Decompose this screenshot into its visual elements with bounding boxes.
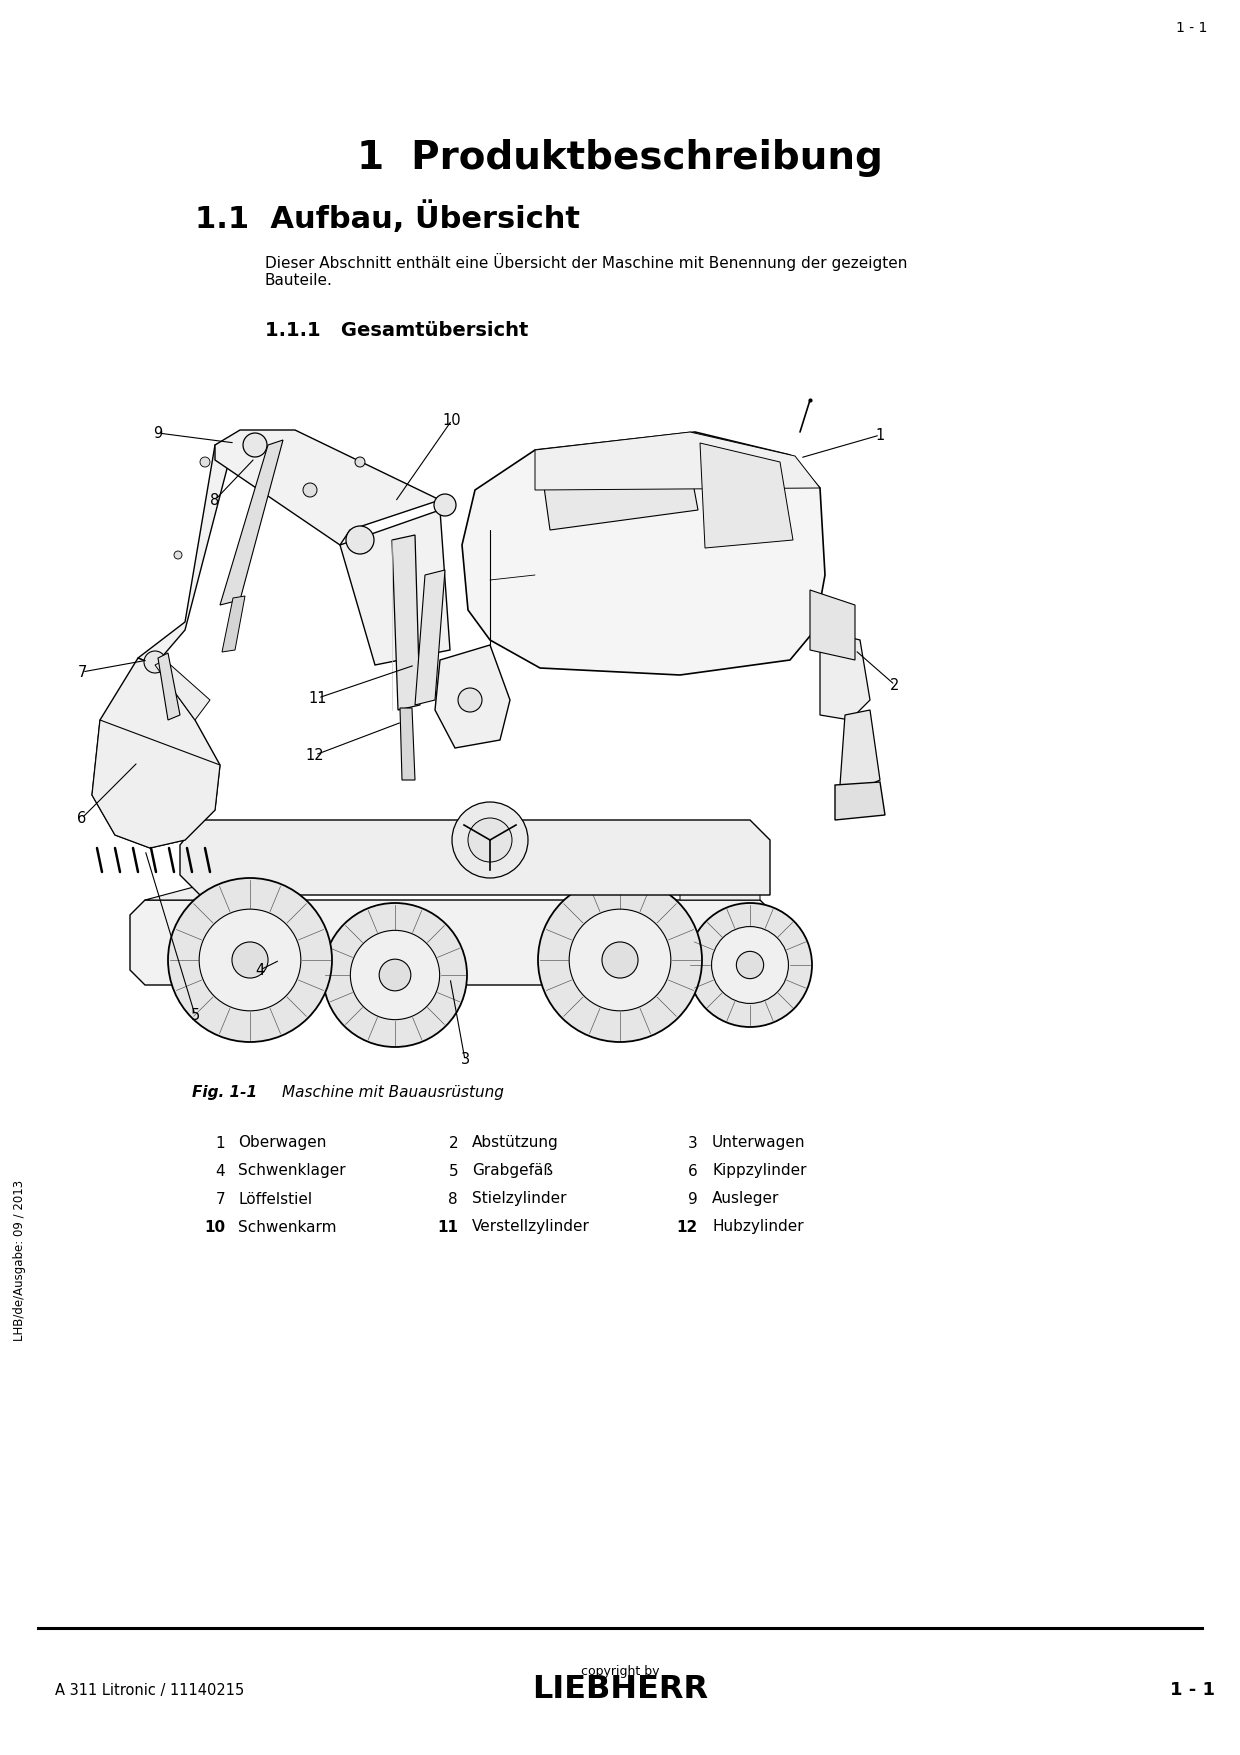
Text: 10: 10 [443, 412, 461, 428]
Circle shape [351, 930, 440, 1020]
Polygon shape [157, 653, 180, 720]
Circle shape [458, 688, 482, 713]
Polygon shape [392, 535, 420, 711]
Circle shape [601, 942, 639, 978]
Text: 9: 9 [688, 1192, 698, 1206]
Text: 7: 7 [216, 1192, 224, 1206]
Circle shape [243, 433, 267, 456]
Circle shape [200, 456, 210, 467]
Polygon shape [435, 646, 510, 748]
Polygon shape [180, 820, 770, 895]
Text: Abstützung: Abstützung [472, 1135, 559, 1151]
Text: 1: 1 [216, 1135, 224, 1151]
Circle shape [355, 456, 365, 467]
Text: 6: 6 [77, 811, 87, 825]
Text: 1: 1 [875, 428, 884, 442]
Text: 12: 12 [677, 1220, 698, 1234]
Text: 3: 3 [688, 1135, 698, 1151]
Circle shape [434, 493, 456, 516]
Text: 6: 6 [688, 1164, 698, 1179]
Polygon shape [155, 660, 210, 720]
Circle shape [737, 951, 764, 979]
Text: Bauteile.: Bauteile. [265, 272, 332, 288]
Text: 9: 9 [154, 425, 162, 441]
Circle shape [569, 909, 671, 1011]
Circle shape [346, 526, 374, 555]
Text: Stielzylinder: Stielzylinder [472, 1192, 567, 1206]
Polygon shape [839, 711, 880, 790]
Text: Grabgefäß: Grabgefäß [472, 1164, 553, 1179]
Text: 8: 8 [211, 493, 219, 507]
Text: Ausleger: Ausleger [712, 1192, 780, 1206]
Circle shape [174, 551, 182, 560]
Circle shape [538, 878, 702, 1042]
Circle shape [144, 651, 166, 672]
Polygon shape [701, 442, 794, 548]
Circle shape [200, 909, 301, 1011]
Polygon shape [680, 855, 760, 900]
Text: Dieser Abschnitt enthält eine Übersicht der Maschine mit Benennung der gezeigten: Dieser Abschnitt enthält eine Übersicht … [265, 253, 908, 270]
Circle shape [467, 818, 512, 862]
Text: copyright by: copyright by [580, 1665, 660, 1678]
Polygon shape [92, 658, 219, 848]
Text: Oberwagen: Oberwagen [238, 1135, 326, 1151]
Text: 4: 4 [255, 962, 264, 978]
Polygon shape [463, 432, 825, 676]
Text: 10: 10 [203, 1220, 224, 1234]
Polygon shape [130, 900, 775, 985]
Text: LHB/de/Ausgabe: 09 / 2013: LHB/de/Ausgabe: 09 / 2013 [14, 1179, 26, 1341]
Circle shape [688, 904, 812, 1027]
Text: 1 - 1: 1 - 1 [1177, 21, 1208, 35]
Circle shape [712, 927, 789, 1004]
Text: Unterwagen: Unterwagen [712, 1135, 806, 1151]
Text: 8: 8 [449, 1192, 458, 1206]
Circle shape [303, 483, 317, 497]
Text: Hubzylinder: Hubzylinder [712, 1220, 804, 1234]
Text: Schwenkarm: Schwenkarm [238, 1220, 336, 1234]
Text: Verstellzylinder: Verstellzylinder [472, 1220, 590, 1234]
Polygon shape [835, 783, 885, 820]
Text: 12: 12 [306, 748, 325, 762]
Text: 1.1  Aufbau, Übersicht: 1.1 Aufbau, Übersicht [195, 202, 580, 235]
Text: 1  Produktbeschreibung: 1 Produktbeschreibung [357, 139, 883, 177]
Polygon shape [810, 590, 856, 660]
Polygon shape [415, 570, 445, 706]
Circle shape [322, 904, 467, 1048]
Text: 3: 3 [460, 1053, 470, 1067]
Text: 11: 11 [436, 1220, 458, 1234]
Polygon shape [340, 511, 450, 665]
Polygon shape [820, 630, 870, 720]
Circle shape [379, 960, 410, 992]
Circle shape [453, 802, 528, 878]
Polygon shape [215, 430, 440, 546]
Polygon shape [138, 439, 236, 665]
Polygon shape [401, 707, 415, 779]
Text: 2: 2 [890, 677, 900, 693]
Polygon shape [145, 878, 280, 900]
Polygon shape [92, 720, 219, 848]
Text: LIEBHERR: LIEBHERR [532, 1674, 708, 1706]
Text: 5: 5 [191, 1007, 200, 1023]
Text: 4: 4 [216, 1164, 224, 1179]
Text: 11: 11 [309, 690, 327, 706]
Text: Schwenklager: Schwenklager [238, 1164, 346, 1179]
Polygon shape [534, 432, 820, 490]
Text: 7: 7 [77, 665, 87, 679]
Text: Fig. 1-1: Fig. 1-1 [192, 1085, 257, 1099]
Text: 2: 2 [449, 1135, 458, 1151]
Text: 5: 5 [449, 1164, 458, 1179]
Text: A 311 Litronic / 11140215: A 311 Litronic / 11140215 [55, 1683, 244, 1697]
Polygon shape [222, 597, 246, 653]
Text: 1.1.1   Gesamtübersicht: 1.1.1 Gesamtübersicht [265, 321, 528, 339]
Text: 1 - 1: 1 - 1 [1169, 1681, 1214, 1699]
Text: Kippzylinder: Kippzylinder [712, 1164, 806, 1179]
Polygon shape [219, 441, 283, 605]
Polygon shape [539, 441, 698, 530]
Text: Löffelstiel: Löffelstiel [238, 1192, 312, 1206]
Circle shape [167, 878, 332, 1042]
Text: Maschine mit Bauausrüstung: Maschine mit Bauausrüstung [281, 1085, 503, 1099]
Circle shape [232, 942, 268, 978]
